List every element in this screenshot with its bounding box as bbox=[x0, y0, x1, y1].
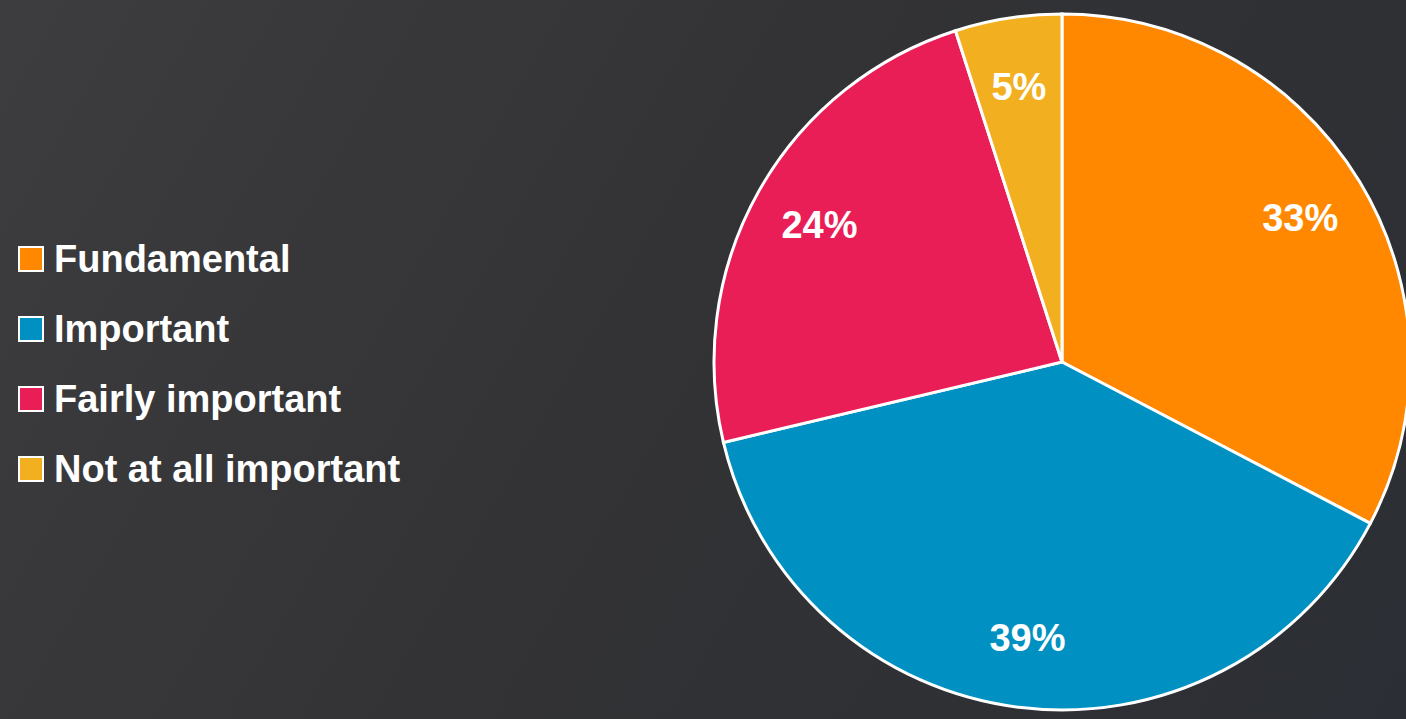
html-text:Not at all important: Not at all important bbox=[54, 447, 401, 490]
svg-text:5%: 5% bbox=[991, 66, 1046, 108]
svg-text:39%: 39% bbox=[989, 617, 1065, 659]
html-text:Important: Important bbox=[54, 307, 230, 350]
html-text:Fundamental: Fundamental bbox=[54, 237, 291, 280]
html-text:Fairly important: Fairly important bbox=[54, 377, 342, 420]
svg-text:33%: 33% bbox=[1262, 197, 1338, 239]
svg-text:24%: 24% bbox=[781, 204, 857, 246]
